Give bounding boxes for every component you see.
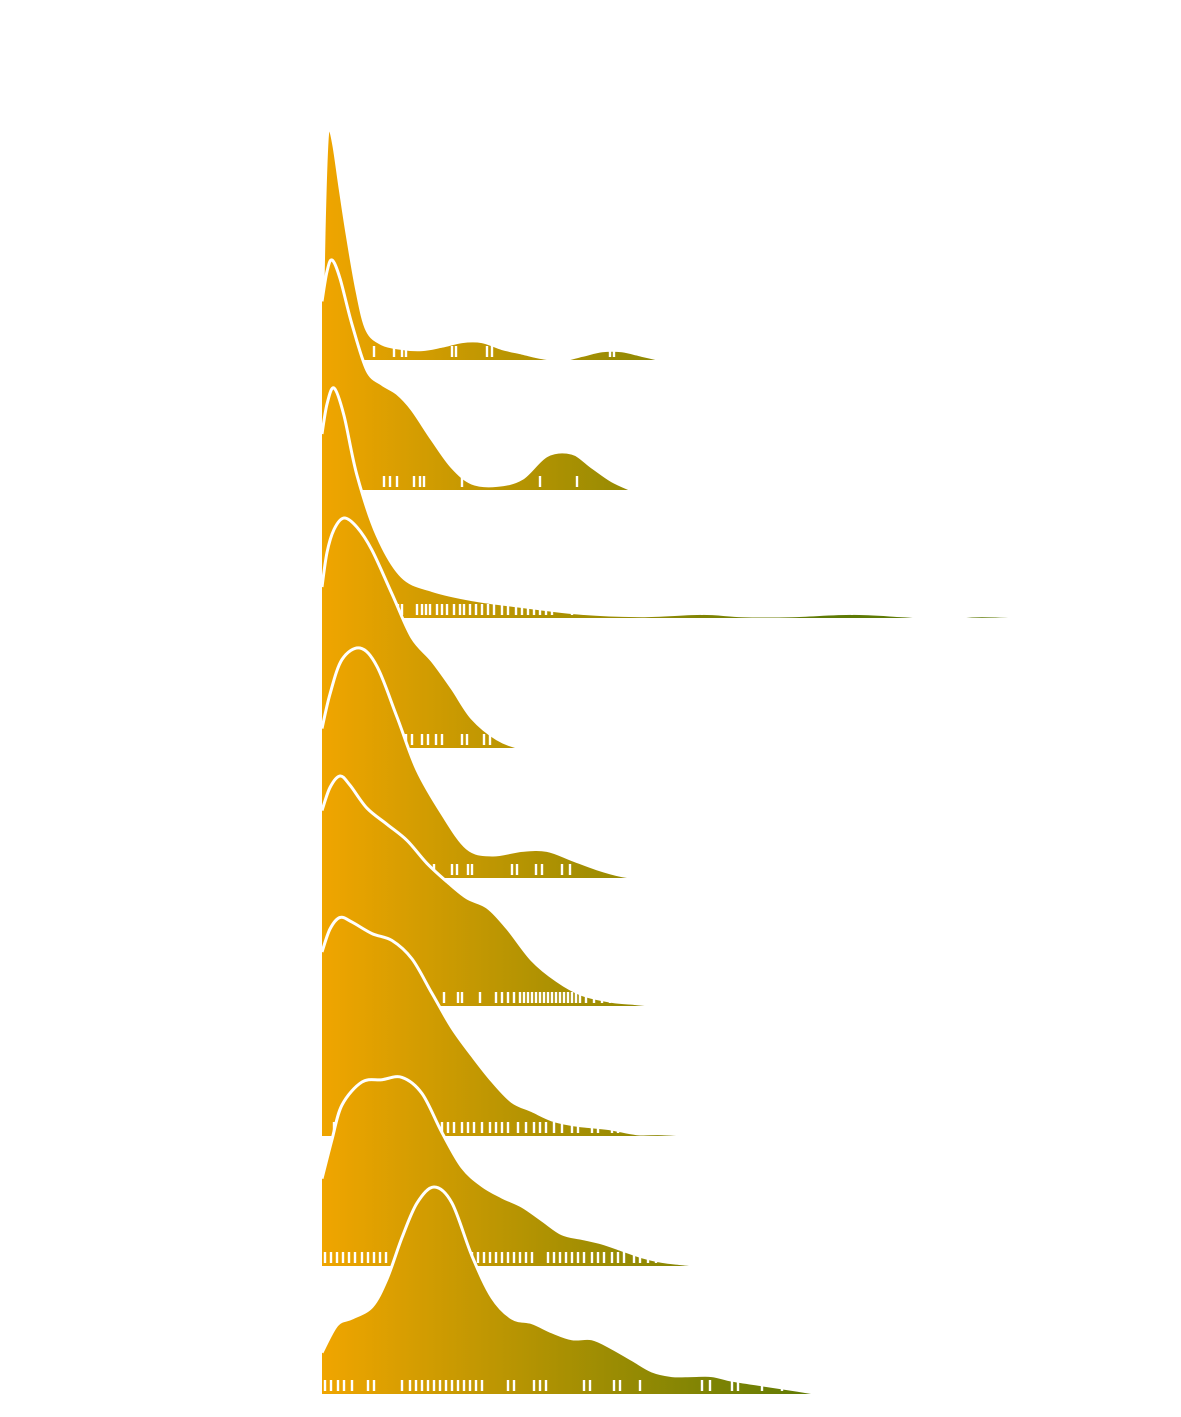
- ridge-9: [320, 1185, 821, 1396]
- ridge-1-area: [322, 128, 662, 360]
- ridge-6-outline: [320, 774, 661, 1008]
- ridge-1: [320, 127, 663, 362]
- ridge-7-outline: [320, 915, 701, 1138]
- ridge-1-outline: [320, 127, 663, 362]
- ridge-7-area: [322, 917, 700, 1136]
- ridge-2-area: [322, 259, 632, 490]
- ridge-6-area: [322, 775, 660, 1006]
- ridge-3: [320, 386, 1043, 620]
- ridge-3-outline: [320, 386, 1043, 620]
- ridge-9-outline: [320, 1185, 821, 1396]
- ridge-5-outline: [320, 646, 641, 880]
- ridge-2: [320, 258, 633, 492]
- ridges-group: [320, 127, 1043, 1396]
- ridge-3-area: [322, 387, 1042, 618]
- ridge-9-area: [322, 1187, 820, 1394]
- ridge-5-area: [322, 647, 640, 878]
- ridge-8-outline: [320, 1075, 708, 1268]
- ridge-2-outline: [320, 258, 633, 492]
- ridge-9-rug: [323, 1380, 784, 1391]
- ridge-4-outline: [320, 516, 548, 750]
